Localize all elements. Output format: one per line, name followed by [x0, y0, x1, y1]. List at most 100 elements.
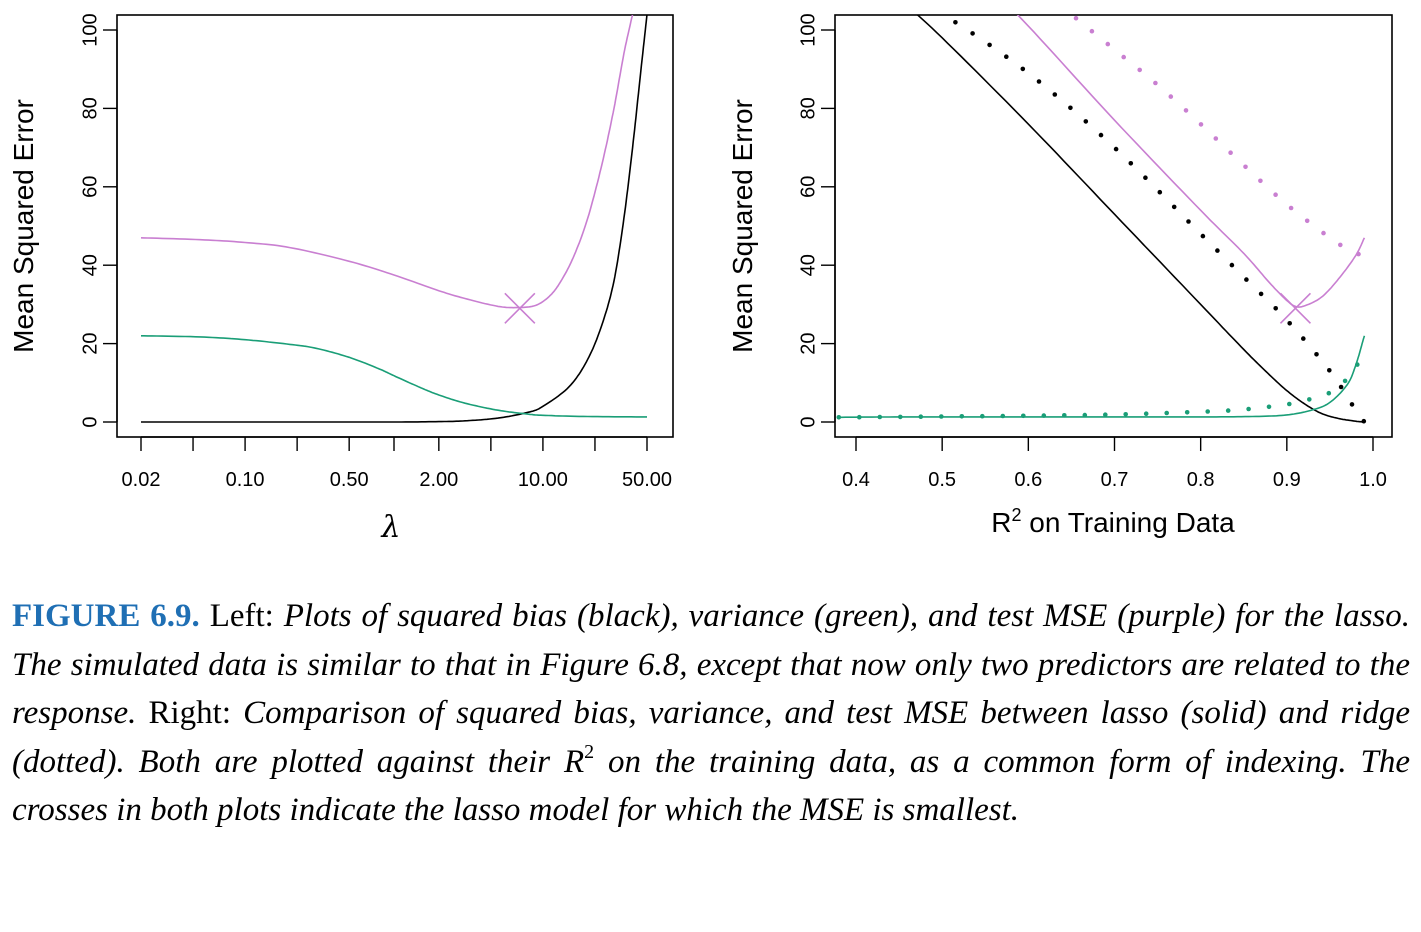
- r2-superscript: 2: [1011, 505, 1021, 525]
- right-bias-dot: [1258, 291, 1264, 297]
- right-test-mse-dot: [1153, 80, 1158, 86]
- left-y-tick-label: 100: [79, 13, 101, 46]
- right-cross-stroke: [1279, 292, 1312, 324]
- caption-right-text-2: on the training data, as a common form o…: [12, 743, 1410, 829]
- right-variance-dot: [1246, 406, 1251, 412]
- right-test-mse-dot: [1356, 251, 1361, 257]
- right-series: [836, 0, 1367, 424]
- right-bias-dot: [1143, 175, 1148, 180]
- right-variance-dot: [939, 414, 944, 419]
- right-test-mse-dot: [1258, 178, 1263, 184]
- right-y-tick-label: 80: [797, 97, 819, 119]
- right-x-tick-label: 1.0: [1359, 469, 1387, 491]
- caption-left-text: Plots of squared bias (black), variance …: [12, 598, 1411, 732]
- right-bias-dot: [935, 10, 940, 15]
- left-cross-stroke: [504, 292, 536, 324]
- right-bias-dot: [1083, 119, 1089, 124]
- figure-caption: FIGURE 6.9. Left: Plots of squared bias …: [12, 592, 1410, 835]
- right-variance-dot: [1062, 413, 1067, 418]
- right-bias-dot: [1273, 306, 1278, 311]
- right-bias-dot: [1229, 262, 1235, 268]
- right-variance-dot: [1041, 413, 1047, 418]
- right-variance-dot: [898, 414, 903, 420]
- right-bias-dotted-line: [897, 0, 1367, 424]
- left-test-mse-solid-line: [140, 15, 634, 309]
- right-variance-dot: [1266, 404, 1272, 410]
- right-variance-dot: [1342, 378, 1348, 384]
- right-x-axis: 0.4 0.5 0.6 0.7 0.8 0.9 1.0: [842, 436, 1387, 491]
- left-x-tick-label: 50.00: [622, 469, 672, 491]
- right-x-tick-label: 0.4: [842, 469, 870, 491]
- right-y-tick-label: 40: [797, 254, 819, 276]
- right-variance-dot: [1164, 410, 1169, 416]
- left-x-tick-label: 0.50: [330, 469, 369, 491]
- right-panel: 0.4 0.5 0.6 0.7 0.8 0.9 1.0 0 20 40 60 80 100 Mean …: [727, 0, 1393, 538]
- right-variance-dot: [836, 415, 842, 420]
- right-bias-dot: [1301, 336, 1306, 341]
- right-bias-dot: [1244, 277, 1249, 282]
- left-bias-solid-line: [141, 15, 648, 423]
- right-bias-dot: [970, 31, 975, 36]
- right-test-mse-dot: [1168, 94, 1174, 99]
- right-bias-dot: [1052, 92, 1058, 97]
- right-x-tick-label: 0.9: [1273, 469, 1301, 491]
- right-x-axis-title: R2 on Training Data: [991, 505, 1235, 538]
- right-bias-dot: [1287, 321, 1292, 326]
- right-bias-dot: [1327, 368, 1332, 373]
- right-test-mse-dot: [1121, 54, 1126, 60]
- right-bias-dot: [1020, 66, 1026, 72]
- right-test-mse-dot: [1213, 136, 1219, 141]
- right-plot-frame: [834, 14, 1393, 438]
- right-bias-dot: [1186, 219, 1191, 224]
- right-y-tick-label: 100: [797, 13, 819, 46]
- left-y-axis: 0 20 40 60 80 100: [79, 13, 118, 428]
- right-bias-dot: [1338, 384, 1344, 390]
- right-test-mse-solid-line: [1016, 15, 1366, 308]
- right-variance-dot: [1287, 401, 1292, 407]
- right-bias-dot: [987, 42, 992, 48]
- r2-r: R: [991, 507, 1011, 538]
- right-x-tick-label: 0.7: [1101, 469, 1129, 491]
- right-min-mse-cross: [1279, 292, 1312, 324]
- right-bias-dot: [1349, 402, 1355, 407]
- right-bias-dot: [1036, 79, 1042, 84]
- right-bias-dot: [897, 0, 902, 1]
- right-x-tick-label: 0.5: [928, 469, 956, 491]
- right-variance-dot: [959, 414, 965, 419]
- right-y-tick-label: 60: [797, 176, 819, 198]
- right-variance-dot: [1225, 408, 1231, 413]
- right-variance-dotted-line: [836, 362, 1360, 420]
- left-series: [140, 15, 648, 423]
- left-min-mse-cross: [504, 292, 536, 324]
- right-x-tick-label: 0.6: [1014, 469, 1042, 491]
- right-variance-dot: [1205, 409, 1210, 414]
- right-test-mse-dot: [1243, 164, 1248, 170]
- right-test-mse-dot: [1321, 230, 1326, 236]
- right-variance-dot: [1355, 362, 1360, 367]
- left-y-tick-label: 80: [79, 97, 101, 119]
- figure-panels: 0.02 0.10 0.50 2.00 10.00 50.00 020406080100 …: [8, 0, 1393, 545]
- right-variance-dot: [877, 414, 883, 420]
- right-test-mse-dot: [1183, 108, 1189, 113]
- left-y-tick-label: 40: [79, 254, 101, 276]
- left-panel: 0.02 0.10 0.50 2.00 10.00 50.00 020406080100 …: [8, 13, 674, 545]
- left-x-tick-label: 10.00: [518, 469, 568, 491]
- right-variance-dot: [857, 414, 862, 420]
- caption-r2-superscript: 2: [584, 740, 595, 763]
- right-test-mse-dot: [1058, 3, 1063, 8]
- right-variance-dot: [1184, 410, 1190, 415]
- left-x-tick-label: 2.00: [419, 469, 458, 491]
- right-y-tick-label: 20: [797, 332, 819, 354]
- right-bias-dot: [1157, 189, 1163, 195]
- right-variance-dot: [918, 414, 924, 420]
- right-variance-dot: [1082, 412, 1088, 418]
- caption-right-word: Right:: [148, 695, 231, 732]
- right-test-mse-dot: [1304, 218, 1310, 224]
- right-bias-dot: [1004, 54, 1009, 59]
- left-variance-solid-line: [141, 335, 647, 418]
- right-bias-dot: [1215, 248, 1220, 253]
- right-test-mse-dot: [1137, 67, 1142, 73]
- right-bias-dot: [1314, 352, 1319, 357]
- right-bias-dot: [1171, 204, 1177, 210]
- right-bias-dot: [917, 2, 922, 7]
